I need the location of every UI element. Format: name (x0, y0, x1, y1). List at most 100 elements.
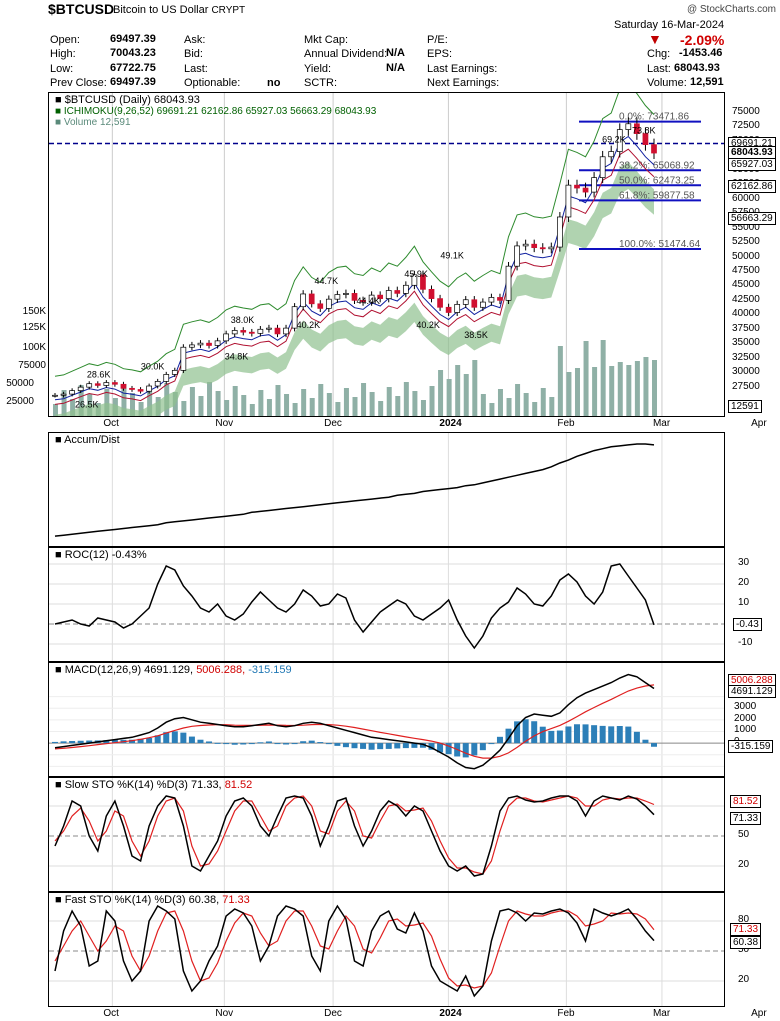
y-tick-label: -10 (738, 637, 753, 648)
candle-body (291, 306, 298, 329)
y-tick-label: 1000 (734, 724, 757, 736)
volume-tick-label: 75000 (18, 360, 46, 371)
candle-body (377, 294, 384, 299)
volume-bar (181, 401, 187, 416)
ichimoku-legend: ■ ICHIMOKU(9,26,52) 69691.21 62162.86 65… (55, 106, 377, 117)
price-annotation-label: 44.7K (315, 276, 339, 286)
month-tick-label: Mar (652, 1008, 671, 1019)
macd-histogram-bar (180, 732, 187, 744)
macd-histogram-bar (565, 726, 572, 744)
volume-bar (189, 387, 195, 416)
high-label: High: (50, 48, 76, 60)
volume-bar (600, 340, 606, 416)
volume-flag-label: 12591 (728, 400, 762, 413)
price-tick-label: 32500 (732, 351, 760, 363)
fast-sto-title: ■ Fast STO %K(14) %D(3) 60.38, 71.33 (55, 894, 250, 906)
candle-body (240, 330, 247, 333)
candle-body (300, 293, 307, 308)
price-annotation-label: 73.8K (632, 126, 656, 136)
macd-histogram-bar (428, 743, 435, 750)
volume-bar (540, 388, 546, 416)
candle-body (146, 385, 152, 392)
annual-dividend-value: N/A (386, 47, 405, 59)
volume-bar (403, 382, 409, 416)
macd-title-b: 5006.288, (196, 664, 246, 676)
macd-histogram-bar (514, 721, 521, 744)
price-tick-label: 37500 (732, 322, 760, 334)
volume-bar (617, 362, 623, 416)
roc-panel: ■ ROC(12) -0.43% (48, 547, 725, 662)
volume-bar (241, 395, 247, 416)
macd-histogram-bar (445, 743, 452, 755)
pe-label: P/E: (427, 34, 448, 46)
accum-dist-line (54, 443, 655, 537)
bid-label: Bid: (184, 48, 203, 60)
volume-bar (506, 398, 512, 416)
candle-body (514, 245, 520, 267)
candle-body (462, 299, 469, 305)
y-tick-label: 2000 (734, 712, 757, 724)
fast-sto-flag-label: 71.33 (730, 922, 762, 936)
candle-body (625, 123, 632, 130)
price-annotation-label: 38.0K (231, 315, 255, 325)
macd-histogram-bar (419, 743, 426, 748)
macd-histogram-bar (257, 742, 264, 744)
macd-histogram-bar (146, 737, 153, 744)
month-tick-label: Oct (103, 1008, 119, 1019)
price-tick-label: 47500 (732, 264, 760, 276)
macd-histogram-bar (129, 739, 136, 744)
candle-body (505, 265, 512, 301)
macd-histogram-bar (342, 743, 349, 748)
prev-close-value: 69497.39 (110, 76, 156, 88)
candle-body (557, 216, 563, 248)
y-tick-label: 20 (738, 974, 750, 985)
macd-histogram-bar (308, 740, 315, 744)
accum-dist-title: ■ Accum/Dist (55, 434, 120, 446)
macd-histogram-bar (642, 739, 649, 744)
macd-histogram-bar (265, 741, 272, 744)
candle-body (411, 274, 418, 286)
annual-dividend-label: Annual Dividend: (304, 48, 388, 60)
y-tick-label: 10 (738, 597, 750, 608)
volume-bar (198, 396, 204, 416)
macd-histogram-bar (591, 725, 598, 744)
macd-histogram-bar (69, 741, 76, 744)
candle-body (360, 299, 366, 303)
macd-histogram-bar (633, 731, 640, 744)
macd-histogram-bar (411, 743, 418, 748)
candle-body (223, 333, 229, 342)
volume-bar (53, 404, 58, 416)
volume-bar (438, 370, 444, 416)
macd-histogram-bar (505, 728, 512, 744)
macd-title-c: -315.159 (248, 664, 292, 676)
volume-bar (301, 389, 307, 416)
roc-line (54, 563, 655, 650)
volume-bar (318, 384, 324, 416)
candle-body (634, 123, 640, 134)
macd-histogram-bar (60, 741, 67, 744)
month-tick-label: Feb (557, 418, 575, 429)
y-tick-label: 80 (738, 914, 750, 925)
volume-bar (592, 367, 598, 416)
price-tick-label: 75000 (732, 105, 760, 117)
chg-value: -1453.46 (679, 47, 723, 59)
price-flag-label: 68043.93 (728, 146, 776, 160)
ichimoku-values: 69691.21 62162.86 65927.03 56663.29 6804… (156, 106, 377, 117)
candle-body (343, 293, 349, 295)
macd-histogram-bar (351, 743, 358, 749)
open-value: 69497.39 (110, 33, 156, 45)
macd-signal-line (54, 684, 655, 759)
volume-bar (386, 387, 392, 416)
price-tick-label: 72500 (732, 120, 760, 132)
slow-sto-svg (49, 778, 724, 891)
month-tick-label: Dec (324, 1008, 342, 1019)
volume-bar (420, 400, 426, 416)
volume-bar (352, 397, 358, 416)
price-tick-label: 50000 (732, 250, 760, 262)
quote-date: Saturday 16-Mar-2024 (614, 19, 725, 31)
fibonacci-label: 38.2%: 65068.92 (619, 160, 695, 171)
macd-histogram-bar (248, 743, 255, 745)
price-annotation-label: 34.8K (225, 351, 249, 361)
price-annotation-label: 40.2K (416, 320, 440, 330)
candle-body (454, 304, 461, 313)
